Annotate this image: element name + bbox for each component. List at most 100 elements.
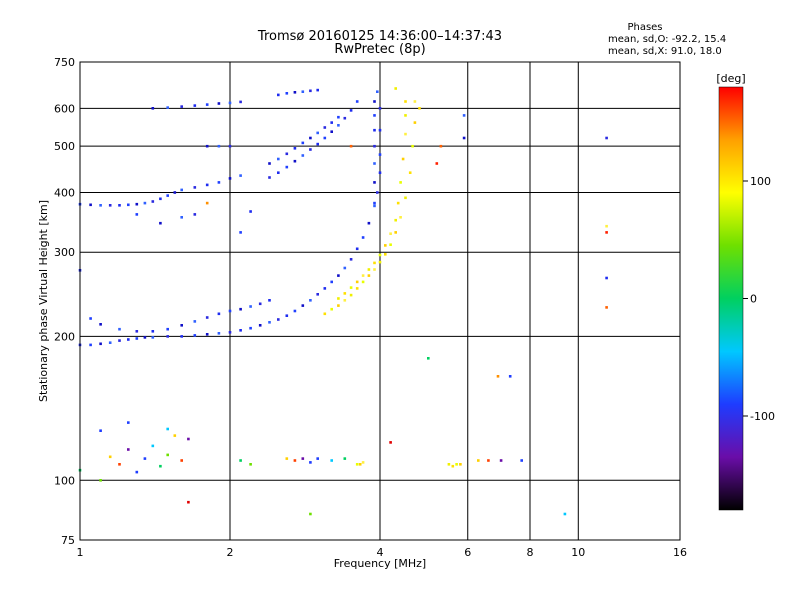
data-point — [427, 357, 430, 360]
x-tick-label: 16 — [673, 546, 687, 559]
y-axis-ticks: 75 100 200 300 400 500 600 750 — [54, 56, 75, 547]
data-point — [173, 191, 177, 194]
data-point — [343, 116, 347, 120]
colorbar-tick-label: 100 — [750, 175, 771, 188]
colorbar-ticks: 100 0 -100 — [743, 175, 775, 423]
data-point — [361, 461, 365, 464]
data-point — [323, 287, 327, 290]
data-point — [159, 197, 162, 201]
data-point — [285, 92, 289, 95]
data-point — [193, 213, 197, 216]
data-point — [293, 159, 297, 163]
x-tick-label: 2 — [227, 546, 234, 559]
data-point — [477, 459, 480, 462]
data-point — [293, 147, 297, 150]
data-point — [508, 375, 512, 378]
data-point — [249, 326, 252, 330]
data-point — [349, 293, 353, 297]
x-tick-label: 8 — [527, 546, 534, 559]
data-point — [349, 109, 353, 112]
data-point — [293, 309, 297, 313]
data-point — [239, 174, 242, 177]
data-point — [605, 224, 608, 228]
data-point — [408, 171, 412, 174]
data-point — [496, 375, 500, 378]
data-point — [205, 333, 209, 336]
data-point — [228, 309, 232, 313]
data-point — [355, 280, 359, 284]
data-point — [99, 204, 102, 207]
data-point — [166, 327, 169, 331]
data-point — [151, 330, 155, 333]
data-point — [378, 253, 382, 257]
phases-o-stats: mean, sd,O: -92.2, 15.4 — [608, 34, 726, 45]
data-point — [373, 100, 376, 103]
data-point — [239, 231, 242, 234]
y-tick-label: 750 — [54, 56, 75, 69]
data-point — [217, 144, 221, 148]
data-point — [99, 342, 102, 346]
y-tick-label: 75 — [61, 534, 75, 547]
y-tick-label: 200 — [54, 330, 75, 343]
data-point — [396, 201, 400, 205]
data-point — [127, 338, 130, 341]
data-point — [361, 280, 365, 284]
data-point — [293, 91, 297, 94]
data-point — [293, 459, 297, 462]
data-point — [399, 181, 402, 184]
data-point — [249, 305, 252, 308]
colorbar-tick-label: 0 — [750, 293, 757, 306]
data-point — [355, 463, 359, 466]
data-point — [217, 102, 221, 105]
data-point — [135, 330, 139, 333]
data-point — [166, 427, 169, 431]
data-point — [193, 334, 197, 337]
data-point — [367, 274, 371, 277]
data-point — [89, 317, 92, 320]
data-point — [309, 461, 312, 464]
data-point — [205, 183, 209, 187]
y-tick-label: 100 — [54, 474, 75, 487]
data-point — [389, 441, 392, 444]
y-tick-label: 500 — [54, 140, 75, 153]
plot-frame — [79, 61, 681, 541]
data-point — [330, 459, 333, 462]
data-point — [249, 463, 252, 466]
data-point — [285, 152, 289, 156]
data-point — [187, 500, 190, 504]
data-point — [605, 306, 608, 309]
y-tick-label: 600 — [54, 102, 75, 115]
data-point — [399, 216, 402, 219]
data-point — [205, 201, 209, 205]
data-point — [330, 130, 333, 133]
data-point — [378, 171, 382, 174]
data-point — [301, 154, 305, 157]
data-point — [205, 144, 209, 148]
data-point — [323, 136, 327, 140]
data-point — [323, 312, 327, 316]
data-point — [373, 114, 376, 117]
data-point — [135, 337, 139, 340]
data-point — [355, 247, 359, 251]
data-point — [277, 318, 280, 321]
data-point — [355, 100, 359, 103]
data-point — [228, 177, 232, 180]
data-point — [373, 162, 376, 165]
data-point — [447, 463, 451, 466]
data-point — [193, 186, 197, 189]
data-point — [180, 459, 183, 462]
data-point — [309, 136, 312, 140]
data-point — [239, 307, 242, 311]
data-point — [180, 335, 183, 338]
data-point — [258, 324, 262, 327]
data-point — [337, 124, 340, 127]
data-point — [151, 200, 155, 203]
data-point — [349, 258, 353, 261]
colorbar — [718, 86, 744, 511]
grid-lines — [80, 62, 680, 540]
data-point — [118, 204, 121, 207]
colorbar-tick-label: -100 — [750, 410, 775, 423]
data-point — [337, 274, 340, 277]
y-tick-label: 400 — [54, 186, 75, 199]
data-point — [384, 253, 387, 256]
